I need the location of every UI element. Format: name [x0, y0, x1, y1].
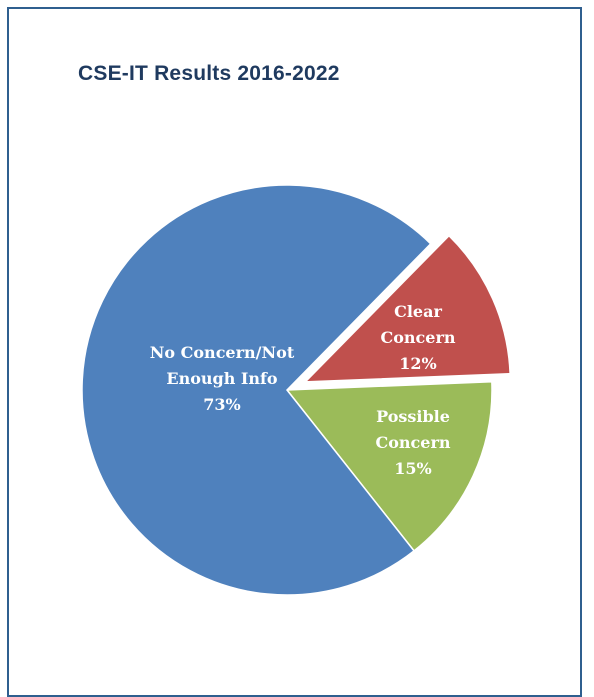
pie-slice-1 [303, 234, 511, 383]
slice-label-2-line-0: Possible [376, 407, 450, 426]
slice-label-1-line-1: Concern [380, 328, 455, 347]
pie-slice-2 [285, 380, 493, 552]
slice-value-label-0: 73% [203, 395, 240, 414]
slice-value-label-2: 15% [394, 459, 431, 478]
slice-value-label-1: 12% [399, 354, 436, 373]
pie-slice-0 [81, 184, 432, 596]
slice-label-1-line-0: Clear [394, 302, 442, 321]
chart-title: CSE-IT Results 2016-2022 [78, 62, 340, 85]
slice-label-0-line-0: No Concern/Not [150, 343, 295, 362]
slice-label-0-line-1: Enough Info [166, 369, 278, 388]
slice-label-2-line-1: Concern [375, 433, 450, 452]
